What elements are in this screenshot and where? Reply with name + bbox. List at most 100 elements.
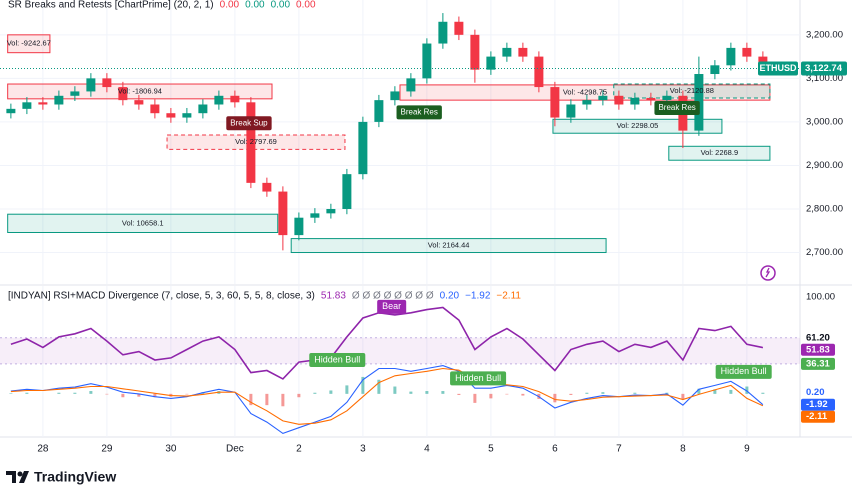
x-tick-label: 5 [488,444,494,455]
histogram-bar [633,392,637,394]
candle-body [614,95,624,105]
x-tick-label: 3 [360,444,366,455]
y-tick-label: 2,800.00 [806,204,843,215]
candle-body [598,95,608,101]
candle-body [134,100,144,105]
histogram-bar [601,392,605,394]
histogram-bar [313,392,317,394]
value-tag-label: -1.92 [806,399,828,410]
zone-label: Vol: 10658.1 [122,218,164,227]
zone-label: Vol: -9242.67 [7,39,51,48]
histogram-bar [9,393,13,394]
header-value: 0.20 [440,291,460,302]
grid-layer [0,0,800,437]
break-signal: Break Res [654,100,700,115]
candle-body [262,182,272,192]
candle-body [662,95,672,101]
x-tick-label: 30 [165,444,177,455]
histogram-bar [345,385,349,394]
histogram-bar [585,392,589,394]
candle-body [550,87,560,118]
candle-body [22,102,32,109]
header-value: 0.00 [220,0,240,11]
candle-body [406,78,416,92]
signal-label: Hidden Bull [455,373,501,383]
histogram-bar [681,393,685,400]
x-tick-label: 28 [37,444,49,455]
candle-body [470,34,480,70]
candle-body [198,104,208,114]
histogram-bar [505,393,509,395]
histogram-bar [521,393,525,396]
y-tick-label: 3,000.00 [806,116,843,127]
histogram-bar [57,392,61,394]
candle-body [486,56,496,70]
histogram-bar [665,392,669,394]
rsi-band [0,337,800,364]
candle-body [54,95,64,105]
histogram-bar [457,393,461,395]
signal-label: Break Res [401,107,438,116]
icon-bolt [765,267,771,278]
histogram-bar [441,391,445,394]
sr-zone [7,213,279,233]
signal-box [377,299,407,314]
candle-body [150,104,160,114]
value-tag-label: 61.20 [806,332,830,343]
zone-label: Vol: 2268.9 [701,148,739,157]
candle-body [182,113,192,118]
candle-body [518,47,528,57]
histogram-bar [713,389,717,394]
y-tick-label: 3,100.00 [806,73,843,84]
x-tick-label: 6 [552,444,558,455]
x-tick-label: 4 [424,444,430,455]
signal-box [654,100,700,115]
marks-layer [6,13,768,251]
candle-body [230,95,240,103]
value-tag-label: 0.20 [806,387,825,398]
labels-layer: SR Breaks and Retests [ChartPrime] (20, … [0,0,847,455]
sr-zone [166,134,346,150]
candle-body [6,108,16,114]
histogram-bar [569,393,573,395]
value-tag [801,398,835,411]
value-tag-label: -2.11 [806,411,828,422]
signal-box [226,116,272,131]
signal-box [396,105,442,120]
zone-label: Vol: 2797.69 [235,137,277,146]
histogram-bar [185,393,189,395]
histogram-bar [297,393,301,398]
x-tick-label: 29 [101,444,113,455]
signal-label: Break Sup [230,118,268,127]
icon-ring [760,265,776,281]
value-tag [801,343,835,356]
signal-box [309,353,366,367]
histogram-bar [25,392,29,394]
histogram-bar [153,393,157,398]
candle-body [710,65,720,75]
break-signal: Break Res [396,105,442,120]
pane-title: [INDYAN] RSI+MACD Divergence (7, close, … [8,291,315,302]
histogram-bar [377,379,381,394]
histogram-bar [761,392,765,394]
histogram-bar [249,393,253,406]
price-tag-label: 3,122.74 [805,63,843,74]
histogram-bar [553,393,557,403]
histogram-bar [409,391,413,394]
signal-label: Break Res [658,103,695,112]
candle-body [566,104,576,118]
header-value: 51.83 [321,291,346,302]
y-tick-label: 2,900.00 [806,160,843,171]
histogram-bar [281,393,285,407]
signal-label: Bear [382,301,401,311]
candle-body [214,95,224,105]
sr-zone [7,34,51,54]
divergence-signal: Hidden Bull [450,371,507,386]
divergence-signal: Bear [377,299,407,314]
candle-body [390,91,400,101]
histogram-bar [489,393,493,399]
header-value: 0.00 [296,0,316,11]
zone-label: Vol: -4298.75 [563,88,607,97]
candle-body [454,21,464,35]
